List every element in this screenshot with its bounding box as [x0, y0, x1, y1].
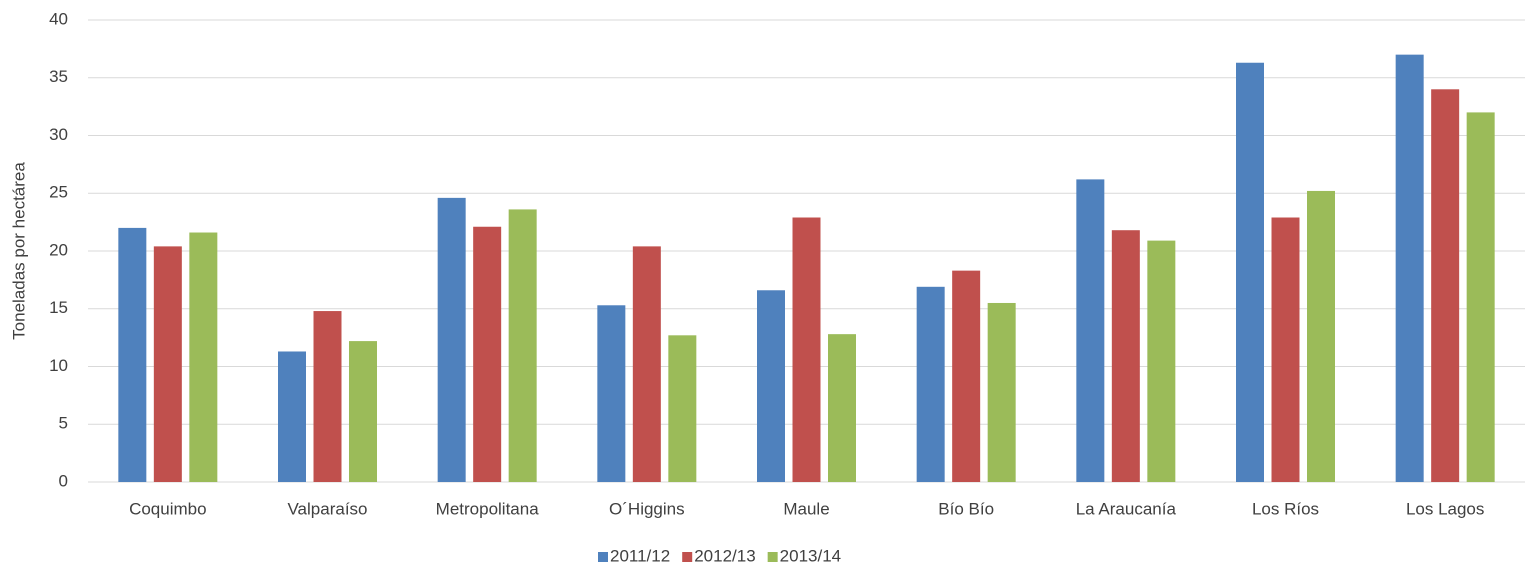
- bar: [1076, 179, 1105, 482]
- legend-swatch: [598, 552, 608, 562]
- bar: [118, 227, 147, 482]
- bar: [632, 246, 661, 482]
- bar: [1307, 190, 1335, 482]
- x-tick-label: O´Higgins: [609, 499, 685, 518]
- y-tick-label: 40: [49, 9, 68, 28]
- y-tick-label: 20: [49, 240, 68, 259]
- bar: [792, 217, 821, 482]
- x-tick-label: Valparaíso: [287, 499, 367, 518]
- x-tick-label: Los Lagos: [1406, 499, 1484, 518]
- legend-swatch: [682, 552, 693, 562]
- bar: [473, 226, 502, 482]
- bar: [668, 335, 697, 482]
- bar: [828, 334, 856, 482]
- x-tick-label: La Araucanía: [1076, 499, 1177, 518]
- y-tick-label: 5: [59, 414, 68, 433]
- y-tick-label: 10: [49, 356, 68, 375]
- bar: [757, 290, 785, 482]
- x-tick-label: Coquimbo: [129, 499, 207, 518]
- bar: [508, 209, 537, 483]
- bar: [278, 351, 306, 482]
- bar: [1147, 240, 1176, 482]
- y-tick-label: 30: [49, 125, 68, 144]
- bar: [349, 341, 377, 482]
- x-tick-label: Bío Bío: [938, 499, 994, 518]
- bar: [952, 270, 981, 482]
- y-tick-label: 15: [49, 298, 68, 317]
- bar: [153, 246, 182, 482]
- bar: [1236, 62, 1264, 483]
- y-tick-label: 0: [59, 471, 68, 490]
- legend-label: 2011/12: [610, 546, 670, 565]
- x-tick-label: Los Ríos: [1252, 499, 1319, 518]
- bar: [313, 311, 342, 482]
- bar: [1395, 54, 1424, 483]
- y-tick-label: 35: [49, 67, 68, 86]
- bar: [597, 305, 626, 482]
- x-tick-label: Maule: [783, 499, 829, 518]
- legend-label: 2013/14: [780, 546, 841, 565]
- bar: [1111, 230, 1140, 482]
- bar: [189, 232, 218, 482]
- bar: [987, 302, 1016, 482]
- y-axis-title: Toneladas por hectárea: [9, 162, 28, 340]
- legend-swatch: [767, 552, 778, 562]
- bar: [1431, 89, 1460, 483]
- bar: [1466, 112, 1495, 483]
- bar: [437, 197, 466, 482]
- bar: [916, 286, 945, 482]
- legend-label: 2012/13: [694, 546, 755, 565]
- bar: [1271, 217, 1300, 482]
- y-tick-label: 25: [49, 183, 68, 202]
- x-tick-label: Metropolitana: [436, 499, 540, 518]
